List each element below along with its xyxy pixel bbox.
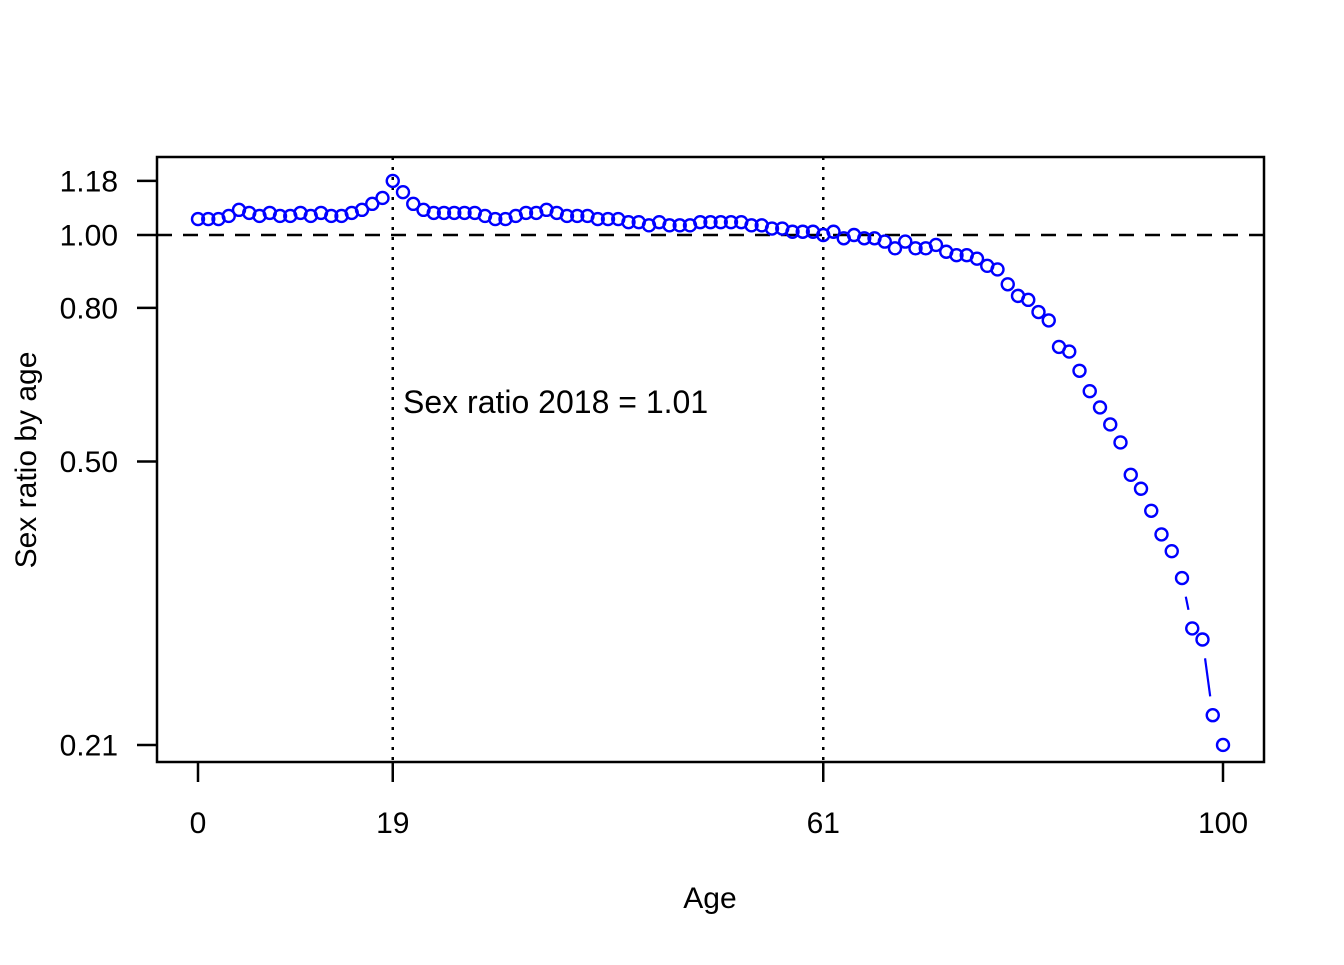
- data-point-age-86: [1072, 363, 1087, 378]
- data-point-age-49: [693, 214, 708, 230]
- data-point-age-29: [488, 211, 503, 227]
- data-point-age-18: [375, 190, 390, 206]
- x-tick-label-100: 100: [1198, 807, 1248, 840]
- data-point-age-40: [600, 211, 616, 227]
- y-tick-label-0.50: 0.50: [60, 446, 118, 479]
- data-point-age-50: [703, 214, 718, 230]
- data-point-age-95: [1164, 543, 1179, 559]
- data-point-age-100: [1215, 737, 1231, 753]
- y-tick-label-1.18: 1.18: [60, 165, 118, 198]
- data-point-age-65: [857, 231, 872, 246]
- data-point-age-26: [457, 205, 472, 221]
- annotation-text: Sex ratio 2018 = 1.01: [403, 384, 708, 420]
- y-tick-label-0.21: 0.21: [60, 729, 118, 762]
- data-point-age-24: [436, 205, 452, 221]
- data-point-age-96: [1174, 570, 1190, 586]
- data-point-age-91: [1123, 467, 1138, 483]
- x-tick-label-61: 61: [807, 807, 840, 840]
- data-point-age-59: [795, 224, 810, 239]
- y-axis-title: Sex ratio by age: [10, 352, 43, 569]
- data-point-age-58: [785, 224, 800, 239]
- data-point-age-82: [1031, 304, 1046, 320]
- data-point-age-94: [1154, 527, 1169, 542]
- data-point-age-62: [826, 224, 841, 239]
- data-point-age-92: [1133, 481, 1149, 496]
- data-point-age-0: [190, 211, 206, 227]
- data-point-age-67: [877, 234, 892, 249]
- data-point-age-98: [1195, 632, 1210, 647]
- data-point-age-93: [1144, 503, 1159, 518]
- x-tick-label-19: 19: [376, 807, 409, 840]
- data-point-age-90: [1113, 435, 1128, 450]
- data-point-age-89: [1103, 417, 1118, 432]
- y-tick-label-0.80: 0.80: [60, 292, 118, 325]
- data-point-age-88: [1092, 400, 1108, 415]
- data-point-age-87: [1082, 384, 1097, 399]
- data-point-age-72: [928, 237, 944, 253]
- y-axis: 1.18 1.00 0.80 0.50 0.21: [60, 165, 157, 762]
- data-point-age-42: [621, 214, 636, 230]
- reference-lines: [157, 157, 1264, 762]
- data-point-age-8: [272, 208, 288, 224]
- data-series: [190, 173, 1231, 753]
- y-tick-label-1.00: 1.00: [60, 220, 118, 253]
- data-point-age-19: [385, 173, 400, 189]
- data-point-age-68: [887, 241, 903, 256]
- data-point-age-37: [570, 208, 585, 224]
- data-point-age-54: [744, 218, 759, 233]
- data-point-age-81: [1021, 292, 1036, 308]
- x-axis-title: Age: [683, 882, 736, 915]
- data-point-age-46: [662, 218, 677, 233]
- data-point-age-78: [990, 262, 1005, 277]
- data-point-age-74: [949, 248, 964, 263]
- data-point-age-25: [447, 205, 462, 221]
- x-tick-label-0: 0: [190, 807, 207, 840]
- data-point-age-17: [365, 196, 380, 212]
- data-point-age-23: [426, 205, 441, 221]
- data-point-age-69: [898, 234, 913, 249]
- data-point-age-36: [559, 208, 575, 224]
- data-point-age-70: [908, 241, 923, 256]
- data-point-age-16: [354, 202, 370, 218]
- data-point-age-39: [590, 211, 605, 227]
- data-point-age-97: [1185, 621, 1200, 636]
- data-point-age-56: [764, 221, 780, 236]
- data-point-age-51: [713, 214, 728, 230]
- data-point-age-3: [221, 208, 236, 224]
- data-point-age-32: [518, 205, 534, 221]
- data-point-age-52: [723, 214, 739, 230]
- plot-border: [155, 155, 1266, 764]
- x-axis: 0 19 61 100: [190, 762, 1248, 840]
- data-point-age-13: [324, 208, 339, 224]
- series-segment-age-98-99: [1203, 658, 1212, 697]
- series-segment-age-96-97: [1184, 596, 1190, 611]
- data-point-age-99: [1205, 708, 1220, 723]
- data-point-age-1: [201, 211, 216, 227]
- data-point-age-47: [672, 218, 687, 233]
- data-point-age-20: [395, 184, 411, 200]
- data-point-age-21: [406, 196, 421, 212]
- data-point-age-83: [1041, 313, 1056, 328]
- data-point-age-79: [1000, 277, 1015, 292]
- data-point-age-85: [1062, 344, 1077, 359]
- data-point-age-76: [969, 251, 985, 266]
